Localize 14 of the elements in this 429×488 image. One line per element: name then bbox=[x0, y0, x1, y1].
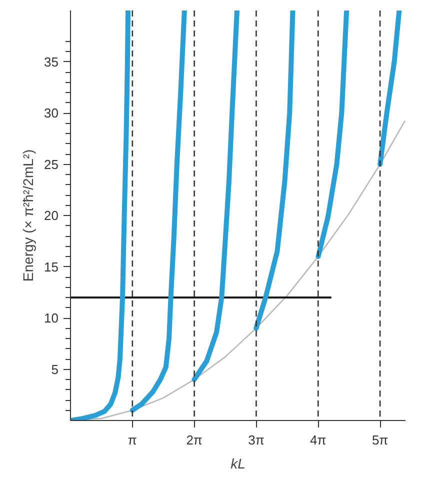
y-tick-label: 20 bbox=[44, 208, 59, 223]
x-axis-title: kL bbox=[230, 456, 246, 472]
x-tick-label: 3π bbox=[248, 432, 264, 448]
x-tick-label: 2π bbox=[186, 432, 202, 448]
y-tick-label: 30 bbox=[44, 106, 59, 120]
y-tick-label: 15 bbox=[44, 259, 59, 274]
x-tick-label: 5π bbox=[372, 432, 388, 448]
y-tick-label: 35 bbox=[44, 54, 59, 70]
x-tick-label: π bbox=[128, 432, 137, 448]
y-tick-label: 5 bbox=[51, 362, 59, 377]
x-tick-label: 4π bbox=[310, 432, 326, 448]
y-tick-label: 25 bbox=[44, 156, 59, 172]
y-tick-label: 10 bbox=[44, 310, 59, 326]
y-axis-title: Energy (× π²ħ²/2mL²) bbox=[20, 149, 36, 282]
